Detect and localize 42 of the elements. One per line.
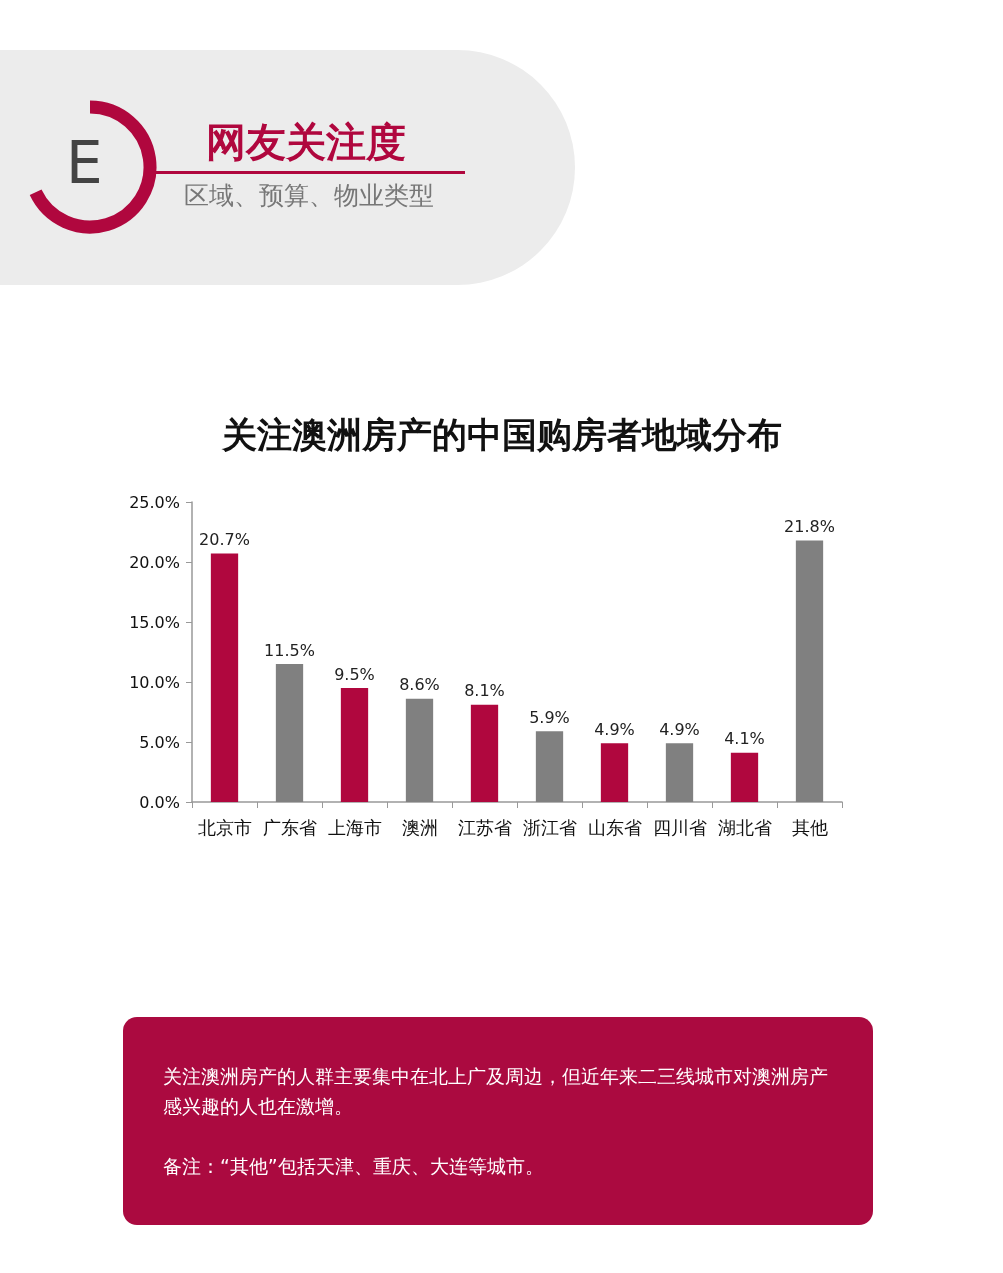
bar [210, 553, 239, 802]
y-tick-label: 25.0% [129, 492, 180, 512]
x-tick-label: 浙江省 [522, 816, 577, 838]
bar [795, 540, 824, 802]
bar [600, 743, 629, 802]
chart-title: 关注澳洲房产的中国购房者地域分布 [220, 414, 782, 455]
text: 关注澳洲房产的人群主要集中在北上广及周边，但近年来二三线城市对澳洲房产感兴趣的人也在激增。 [163, 1064, 829, 1119]
data-label: 8.6% [399, 675, 440, 695]
data-label: 20.7% [199, 530, 250, 550]
x-tick-label: 其他 [791, 816, 828, 838]
x-tick-label: 山东省 [587, 816, 642, 838]
x-tick-label: 澳洲 [401, 816, 438, 838]
bar [535, 731, 564, 802]
x-tick-label: 广东省 [262, 816, 317, 838]
data-label: 9.5% [334, 664, 375, 684]
y-tick-label: 20.0% [129, 552, 180, 572]
text: E [66, 128, 103, 198]
y-tick-label: 0.0% [139, 792, 180, 812]
y-tick-label: 15.0% [129, 612, 180, 632]
y-tick-label: 5.0% [139, 732, 180, 752]
data-label: 5.9% [529, 707, 570, 727]
x-tick-label: 湖北省 [717, 816, 772, 838]
x-tick-label: 北京市 [197, 816, 252, 838]
x-tick-label: 上海市 [327, 816, 382, 838]
data-label: 4.9% [659, 719, 700, 739]
text: 区域、预算、物业类型 [184, 180, 434, 212]
data-label: 4.9% [594, 719, 635, 739]
bar [730, 752, 759, 802]
data-label: 4.1% [724, 729, 765, 749]
data-label: 21.8% [784, 516, 835, 536]
text: 网友关注度 [206, 118, 406, 166]
x-tick-label: 江苏省 [457, 816, 512, 838]
bar [340, 688, 369, 802]
x-tick-label: 四川省 [652, 816, 707, 838]
bar [470, 704, 499, 802]
bar [405, 698, 434, 802]
data-label: 8.1% [464, 681, 505, 701]
text: 备注：“其他”包括天津、重庆、大连等城市。 [163, 1154, 545, 1179]
y-tick-label: 10.0% [129, 672, 180, 692]
bar [275, 664, 304, 802]
data-label: 11.5% [264, 640, 315, 660]
bar [665, 743, 694, 802]
